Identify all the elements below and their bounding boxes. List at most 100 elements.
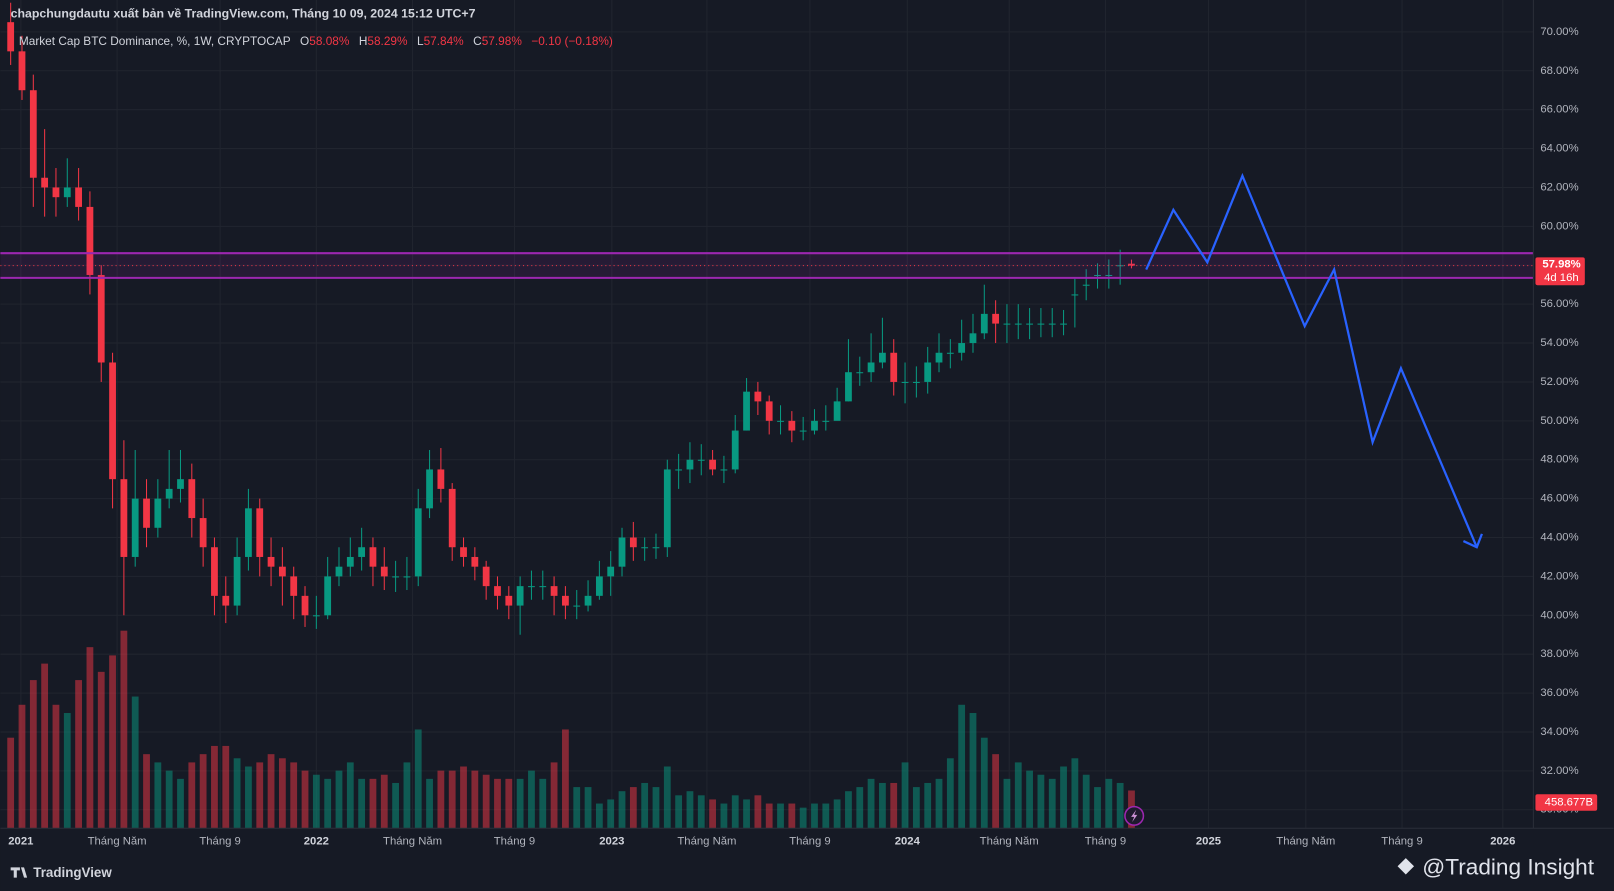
- y-tick-label: 50.00%: [1540, 415, 1578, 427]
- volume-bar: [822, 803, 830, 829]
- candle-body: [1048, 323, 1056, 325]
- volume-bar: [686, 791, 694, 829]
- volume-bar: [41, 663, 49, 829]
- y-tick-label: 66.00%: [1540, 104, 1578, 116]
- volume-bar: [528, 770, 535, 829]
- candle-body: [369, 547, 377, 567]
- volume-bar: [539, 778, 547, 829]
- candle-body: [1026, 323, 1033, 325]
- ohlc-value: 58.29%: [367, 34, 408, 48]
- volume-bar: [573, 787, 581, 829]
- candle-body: [278, 566, 286, 577]
- series-title: Market Cap BTC Dominance, %, 1W, CRYPTOC…: [19, 34, 291, 48]
- volume-bar: [856, 787, 864, 829]
- volume-label: 458.677B: [1545, 797, 1593, 809]
- volume-bar: [233, 758, 241, 829]
- volume-bar: [346, 762, 354, 829]
- volume-bar: [1026, 770, 1033, 829]
- volume-bar: [177, 778, 184, 829]
- volume-bar: [188, 762, 196, 829]
- alert-bolt: [1131, 809, 1138, 823]
- volume-bar: [1003, 778, 1011, 829]
- candle-body: [675, 469, 683, 471]
- x-tick-label: 2022: [304, 836, 329, 848]
- candles: [7, 2, 1135, 635]
- last-price-box: [1535, 257, 1585, 286]
- candle-body: [131, 498, 139, 557]
- volume-bar: [595, 803, 603, 829]
- candle-body: [86, 206, 94, 275]
- volume-bar: [958, 704, 966, 829]
- volume-bar: [901, 762, 909, 829]
- y-tick-label: 64.00%: [1540, 143, 1578, 155]
- y-tick-label: 46.00%: [1540, 493, 1578, 505]
- volume-bar: [879, 782, 886, 829]
- volume-bar: [743, 799, 750, 829]
- candle-body: [901, 381, 909, 383]
- volume-bar: [290, 762, 298, 829]
- volume-bar: [86, 647, 94, 829]
- x-tick-label: 2023: [599, 836, 624, 848]
- volume-bar: [437, 770, 445, 829]
- volume-bar: [516, 778, 524, 829]
- x-tick-label: Tháng Năm: [383, 836, 442, 848]
- candle-body: [777, 420, 784, 422]
- volume-bar: [120, 630, 128, 829]
- candle-body: [595, 576, 603, 596]
- candle-body: [584, 595, 592, 606]
- volume-bar: [935, 778, 943, 829]
- y-tick-label: 56.00%: [1540, 298, 1578, 310]
- volume-bar: [833, 799, 841, 829]
- volume-bar: [256, 762, 264, 829]
- candle-body: [494, 586, 501, 596]
- volume-bar: [992, 754, 1000, 829]
- axes: 30.00%32.00%34.00%36.00%38.00%40.00%42.0…: [8, 26, 1598, 848]
- candle-body: [154, 498, 162, 528]
- volume-bar: [29, 680, 37, 829]
- volume-bar: [505, 778, 513, 829]
- volume-bar: [403, 762, 411, 829]
- candle-body: [686, 459, 694, 470]
- volume-bar: [199, 754, 207, 829]
- x-tick-label: Tháng 9: [494, 836, 535, 848]
- x-tick-label: Tháng 9: [789, 836, 830, 848]
- candle-body: [799, 430, 807, 432]
- candle-body: [992, 313, 1000, 324]
- candle-body: [607, 566, 615, 577]
- legend: Market Cap BTC Dominance, %, 1W, CRYPTOC…: [19, 34, 613, 48]
- candle-body: [709, 459, 716, 470]
- volume-bar: [471, 770, 479, 829]
- volume-bar: [731, 795, 739, 829]
- volume-bar: [788, 803, 796, 829]
- volume-bar: [641, 782, 649, 829]
- countdown: 4d 16h: [1544, 272, 1579, 284]
- x-tick-label: Tháng Năm: [1276, 836, 1335, 848]
- candle-body: [867, 362, 875, 373]
- y-tick-label: 48.00%: [1540, 454, 1578, 466]
- candle-body: [788, 420, 796, 431]
- candle-body: [550, 586, 558, 596]
- volume-bar: [448, 770, 456, 829]
- volume-bar: [777, 803, 784, 829]
- volume-bar: [482, 774, 490, 829]
- volume-bar: [652, 787, 660, 829]
- candle-body: [290, 576, 298, 596]
- candle-body: [697, 459, 705, 461]
- candle-body: [562, 595, 569, 606]
- candle-body: [935, 352, 943, 363]
- ohlc-key: L: [417, 34, 424, 48]
- volume-bar: [618, 791, 626, 829]
- volume-bar: [278, 758, 286, 829]
- volume-bar: [7, 737, 15, 829]
- candle-body: [811, 420, 818, 431]
- candle-body: [301, 595, 309, 616]
- volume-bar: [1037, 774, 1045, 829]
- volume-bar: [980, 737, 988, 829]
- candle-body: [41, 177, 49, 188]
- volume-bar: [1014, 762, 1022, 829]
- candle-body: [765, 401, 773, 421]
- candle-body: [573, 605, 581, 607]
- volume-bar: [629, 787, 637, 829]
- x-tick-label: Tháng 9: [1381, 836, 1422, 848]
- candle-body: [879, 352, 886, 363]
